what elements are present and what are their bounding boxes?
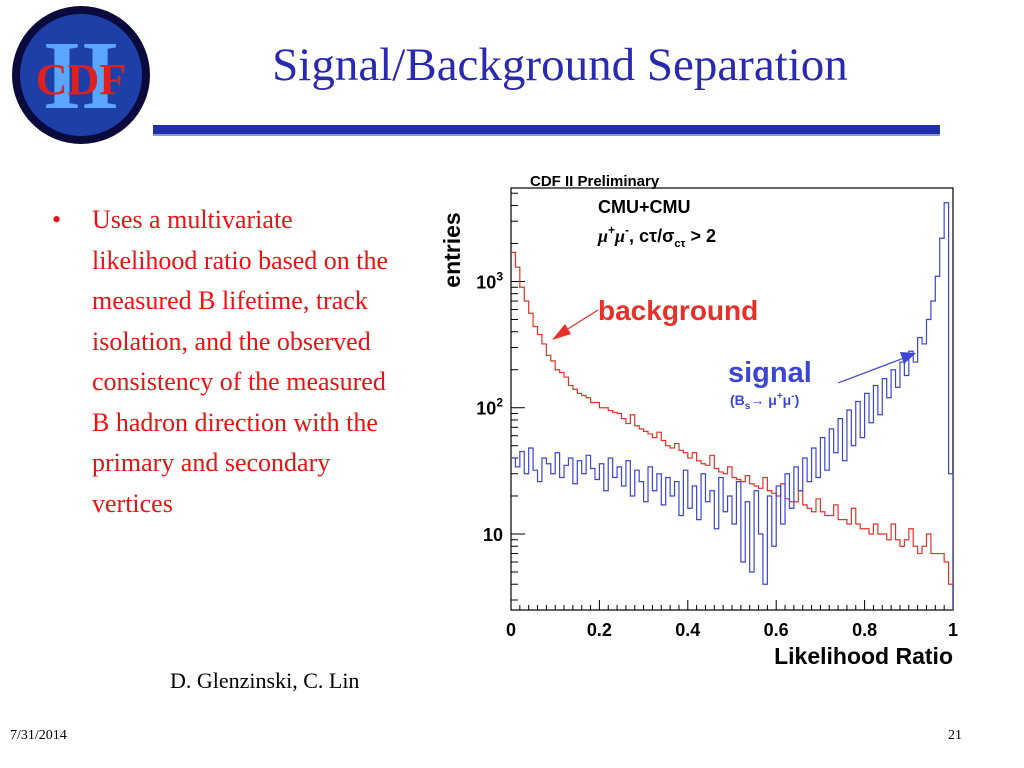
signal-label: signal bbox=[728, 357, 812, 389]
signal-arrow-line bbox=[837, 357, 905, 384]
x-tick-label: 0 bbox=[506, 620, 516, 640]
title-divider-shadow bbox=[153, 134, 940, 136]
logo-text: CDF bbox=[36, 55, 126, 104]
background-arrow-head bbox=[552, 324, 571, 340]
logo-inner-disc bbox=[20, 14, 142, 136]
footer-date: 7/31/2014 bbox=[10, 728, 67, 743]
footer-page-number: 21 bbox=[948, 728, 962, 743]
title-divider bbox=[153, 125, 940, 134]
chart-title: CDF II Preliminary bbox=[530, 173, 660, 190]
x-tick-label: 0.4 bbox=[675, 620, 700, 640]
y-axis-ticks: 10 102 103 bbox=[476, 192, 525, 601]
slide-title: Signal/Background Separation bbox=[272, 39, 848, 91]
signal-arrow-head bbox=[900, 352, 916, 364]
x-tick-label: 0.2 bbox=[587, 620, 612, 640]
detector-label: CMU+CMU bbox=[598, 197, 691, 217]
series-layer bbox=[511, 202, 953, 610]
bullet-text: Uses a multivariate likelihood ratio bas… bbox=[92, 205, 389, 518]
x-tick-label: 0.8 bbox=[852, 620, 877, 640]
bullet-list: • Uses a multivariate likelihood ratio b… bbox=[50, 200, 400, 524]
bullet-item: • Uses a multivariate likelihood ratio b… bbox=[50, 200, 400, 524]
x-tick-label: 0.6 bbox=[764, 620, 789, 640]
likelihood-ratio-chart: 10 102 103 0 0.2 0.4 0.6 0.8 1 CDF II Prelimina… bbox=[439, 173, 958, 669]
background-label: background bbox=[598, 295, 758, 326]
logo-numeral: II bbox=[43, 22, 119, 130]
background-histogram bbox=[511, 251, 953, 610]
x-tick-label: 1 bbox=[948, 620, 958, 640]
background-arrow-line bbox=[562, 309, 599, 333]
x-axis-label: Likelihood Ratio bbox=[774, 643, 953, 669]
signal-decay-label: (Bs→ μ+μ-) bbox=[730, 391, 799, 412]
y-tick-label: 10 bbox=[483, 525, 503, 545]
credit-line: D. Glenzinski, C. Lin bbox=[170, 668, 360, 693]
cut-label: μ+μ-, cτ/σcτ > 2 bbox=[597, 223, 716, 250]
bullet-marker: • bbox=[52, 205, 62, 234]
y-tick-label: 103 bbox=[476, 269, 503, 292]
y-tick-label: 102 bbox=[476, 396, 503, 419]
cdf-logo: II CDF bbox=[12, 6, 150, 144]
y-axis-label: entries bbox=[439, 212, 465, 287]
signal-histogram bbox=[511, 202, 953, 610]
x-axis-ticks: 0 0.2 0.4 0.6 0.8 1 bbox=[506, 600, 958, 640]
plot-frame bbox=[510, 187, 954, 611]
